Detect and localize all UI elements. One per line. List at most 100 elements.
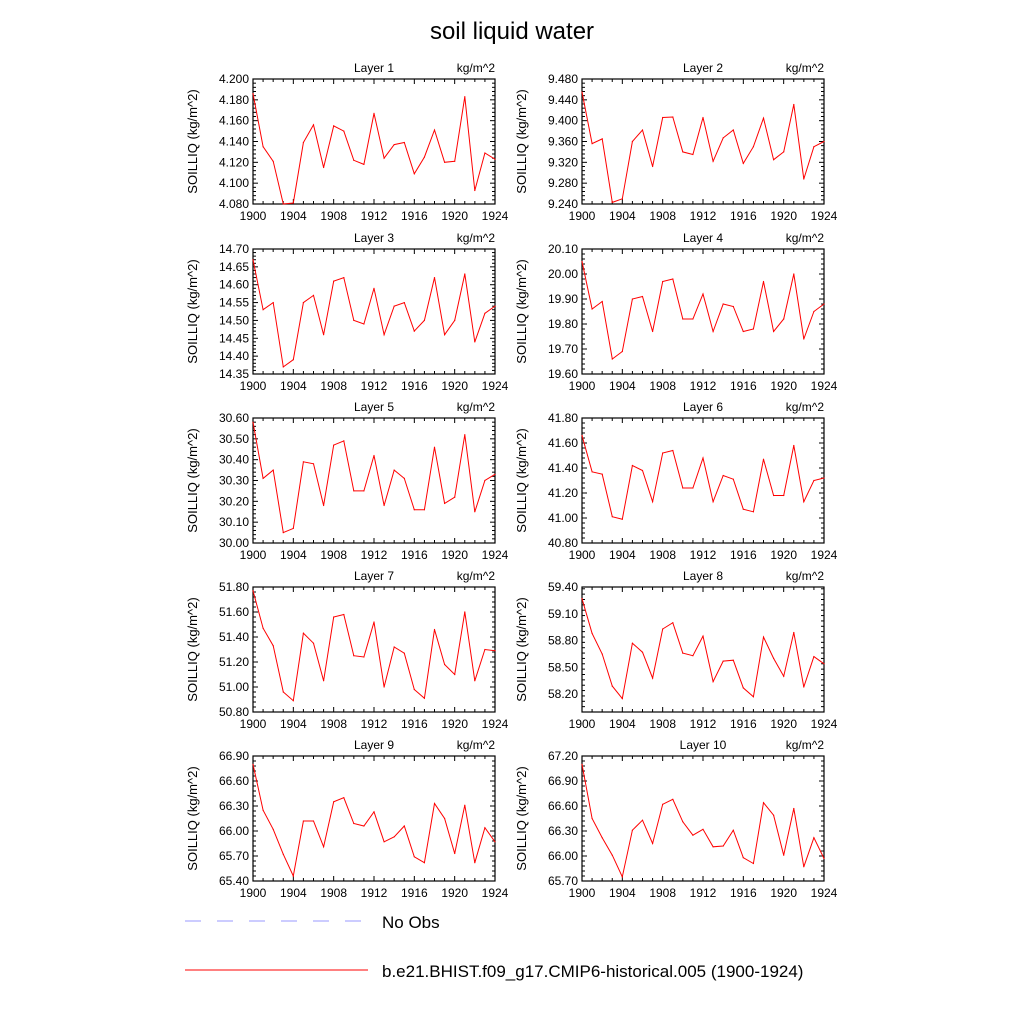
data-point — [484, 827, 486, 829]
data-point — [652, 330, 654, 333]
data-point — [712, 681, 714, 683]
plot-frame — [252, 755, 496, 882]
data-point — [474, 189, 476, 192]
x-tick-label: 1900 — [240, 717, 267, 731]
data-point — [692, 153, 694, 156]
data-point — [393, 836, 395, 838]
data-point — [601, 837, 603, 839]
data-point — [494, 650, 496, 652]
data-point — [803, 501, 805, 503]
series-line-layer-2 — [581, 91, 825, 204]
plot-frame — [252, 248, 496, 375]
y-tick-label: 4.100 — [219, 176, 249, 190]
data-point — [732, 829, 734, 831]
y-tick-label: 14.60 — [219, 278, 249, 292]
data-point — [262, 309, 264, 311]
y-tick-label: 41.40 — [548, 461, 578, 475]
x-tick-label: 1924 — [811, 379, 838, 393]
x-tick-label: 1900 — [240, 548, 267, 562]
panel-units: kg/m^2 — [786, 569, 825, 583]
panel-layer-6: Layer 6 kg/m^2 SOILLIQ (kg/m^2) 1900 1904 190… — [514, 400, 838, 562]
y-tick-label: 59.10 — [548, 607, 578, 621]
y-tick-label: 66.90 — [219, 749, 249, 763]
data-point — [423, 156, 425, 158]
data-point — [262, 477, 264, 479]
data-point — [621, 518, 623, 520]
plot-frame — [581, 248, 825, 375]
y-tick-label: 30.10 — [219, 515, 249, 529]
data-point — [343, 613, 345, 616]
data-point — [722, 474, 724, 477]
y-axis-label: SOILLIQ (kg/m^2) — [185, 259, 200, 363]
data-point — [631, 642, 634, 644]
data-point — [454, 160, 456, 162]
y-axis-label: SOILLIQ (kg/m^2) — [514, 89, 529, 193]
x-tick-label: 1912 — [361, 717, 388, 731]
data-point — [662, 452, 664, 454]
x-tick-label: 1908 — [320, 717, 347, 731]
data-point — [682, 652, 684, 654]
data-point — [312, 463, 315, 465]
data-point — [712, 846, 714, 848]
data-point — [403, 477, 405, 479]
x-tick-label: 1916 — [730, 209, 757, 223]
data-point — [773, 657, 775, 660]
data-point — [611, 358, 613, 360]
x-tick-label: 1920 — [770, 717, 797, 731]
x-tick-label: 1908 — [320, 379, 347, 393]
plot-frame — [252, 417, 496, 544]
data-point — [474, 341, 476, 343]
y-tick-label: 4.140 — [219, 135, 249, 149]
data-point — [581, 260, 583, 263]
data-point — [292, 527, 294, 530]
data-point — [702, 116, 704, 119]
data-point — [454, 496, 456, 498]
data-point — [641, 469, 644, 472]
data-point — [702, 293, 704, 295]
x-tick-label: 1920 — [770, 379, 797, 393]
data-point — [312, 294, 315, 296]
data-point — [292, 359, 294, 361]
data-point — [752, 146, 755, 148]
data-point — [611, 854, 613, 856]
data-point — [363, 323, 365, 325]
data-point — [353, 319, 355, 321]
panel-title: Layer 10 — [680, 738, 727, 752]
x-tick-label: 1916 — [730, 548, 757, 562]
y-axis-label: SOILLIQ (kg/m^2) — [185, 428, 200, 532]
data-point — [601, 653, 603, 655]
x-tick-label: 1900 — [569, 379, 596, 393]
data-point — [272, 469, 274, 471]
data-point — [783, 494, 785, 497]
data-point — [252, 421, 254, 423]
panel-layer-8: Layer 8 kg/m^2 SOILLIQ (kg/m^2) 1900 1904 190… — [514, 569, 838, 731]
data-point — [363, 163, 365, 165]
plot-frame — [581, 78, 825, 205]
data-point — [621, 698, 623, 700]
panel-units: kg/m^2 — [786, 738, 825, 752]
data-point — [702, 457, 704, 459]
data-point — [742, 162, 744, 164]
data-point — [631, 298, 634, 300]
data-point — [262, 809, 264, 811]
panel-title: Layer 6 — [683, 400, 723, 414]
y-tick-label: 51.60 — [219, 605, 249, 619]
x-tick-label: 1900 — [569, 717, 596, 731]
panel-title: Layer 3 — [354, 231, 394, 245]
x-tick-label: 1924 — [482, 886, 509, 900]
panels-group: Layer 1 kg/m^2 SOILLIQ (kg/m^2) 1900 1904 190… — [185, 61, 838, 900]
legend: No Obs b.e21.BHIST.f09_g17.CMIP6-histori… — [185, 913, 803, 981]
y-tick-label: 30.60 — [219, 411, 249, 425]
data-point — [252, 763, 254, 765]
data-point — [712, 330, 714, 333]
data-point — [464, 804, 466, 806]
x-tick-label: 1908 — [320, 548, 347, 562]
data-point — [813, 837, 815, 839]
data-point — [413, 509, 415, 511]
data-point — [423, 862, 425, 864]
x-tick-label: 1904 — [609, 379, 636, 393]
x-tick-label: 1908 — [649, 379, 676, 393]
data-point — [712, 160, 714, 162]
y-tick-label: 66.30 — [548, 824, 578, 838]
data-point — [783, 318, 785, 320]
